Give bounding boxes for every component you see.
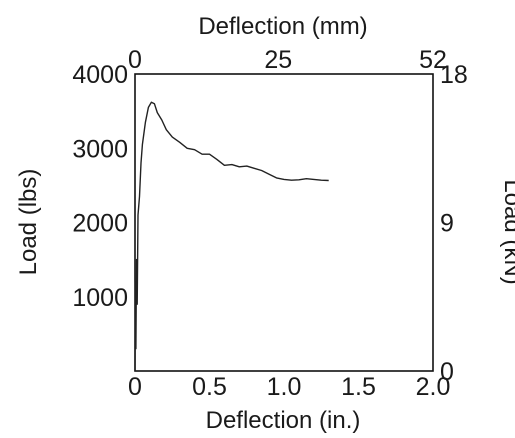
left-y-tick-label: 1000 — [72, 284, 128, 312]
left-y-tick-label: 3000 — [72, 135, 128, 163]
top-x-tick-label: 0 — [128, 46, 142, 74]
right-y-tick-label: 0 — [440, 358, 454, 386]
top-x-tick-label: 25 — [264, 46, 292, 74]
bottom-x-tick-label: 0.5 — [192, 373, 227, 401]
left-y-tick-label: 4000 — [72, 61, 128, 89]
load-deflection-curve — [134, 101, 329, 372]
top-x-axis-title: Deflection (mm) — [198, 13, 367, 40]
left-y-tick-labels: 1000 2000 3000 4000 — [72, 61, 128, 312]
bottom-x-tick-label: 1.0 — [267, 373, 302, 401]
right-y-axis-title: Load (kN) — [499, 179, 515, 284]
bottom-x-axis-title: Deflection (in.) — [206, 407, 361, 434]
left-y-tick-label: 2000 — [72, 210, 128, 238]
bottom-x-tick-label: 1.5 — [341, 373, 376, 401]
right-y-tick-label: 18 — [440, 61, 468, 89]
right-y-tick-labels: 0 9 18 — [440, 61, 468, 386]
bottom-x-tick-labels: 0 0.5 1.0 1.5 2.0 — [128, 373, 450, 401]
left-y-axis-title: Load (lbs) — [15, 169, 42, 276]
right-y-tick-label: 9 — [440, 210, 454, 238]
top-x-tick-labels: 0 25 52 — [128, 46, 447, 74]
top-x-tick-label: 52 — [419, 46, 447, 74]
plot-frame — [134, 73, 434, 372]
bottom-x-tick-label: 0 — [128, 373, 142, 401]
bottom-x-tick-label: 2.0 — [416, 373, 451, 401]
